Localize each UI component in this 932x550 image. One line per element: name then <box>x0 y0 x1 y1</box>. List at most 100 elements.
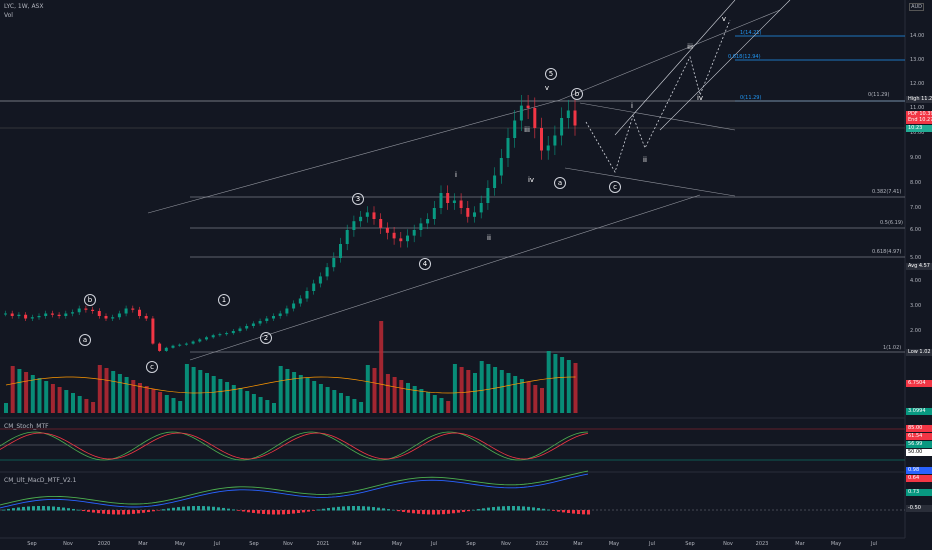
price-tick: 8.00 <box>910 180 922 186</box>
volume-bar <box>37 378 42 413</box>
price-badge: Avg 4.57 <box>906 263 932 270</box>
candle <box>292 303 296 309</box>
wave-label-pv: v <box>721 15 727 23</box>
wave-projection <box>585 19 731 173</box>
volume-bar <box>111 371 116 413</box>
volume-bar <box>345 396 350 413</box>
macd-hist <box>77 509 80 511</box>
fib-label: 1(14.21) <box>740 30 762 36</box>
candle <box>285 308 289 314</box>
volume-bar <box>44 381 49 413</box>
macd-hist <box>332 507 335 511</box>
volume-bar <box>439 398 444 413</box>
candle <box>318 276 322 284</box>
volume-bar <box>385 374 390 413</box>
volume-bar <box>566 360 571 413</box>
price-tick: 3.00 <box>910 303 922 309</box>
candle <box>345 230 349 244</box>
time-tick: 2023 <box>755 541 769 547</box>
macd-hist <box>357 506 360 511</box>
macd-hist <box>227 508 230 511</box>
candle <box>164 347 168 351</box>
stoch-title: CM_Stoch_MTF <box>4 423 49 430</box>
candle <box>372 212 376 219</box>
wave-label-b2: b <box>571 88 583 100</box>
wave-label-c2: c <box>609 181 621 193</box>
macd-hist <box>572 510 575 514</box>
candle <box>124 308 128 314</box>
volume-bar <box>305 378 310 413</box>
candle <box>379 219 383 228</box>
wave-label-v1: v <box>544 84 550 92</box>
candle <box>245 326 249 329</box>
macd-hist <box>462 510 465 512</box>
macd-line <box>0 470 589 506</box>
macd-value: 0.64 <box>906 475 932 482</box>
macd-hist <box>512 506 515 511</box>
time-tick: Mar <box>138 541 148 547</box>
macd-hist <box>377 507 380 511</box>
volume-bar <box>285 369 290 413</box>
macd-hist <box>212 506 215 511</box>
candle <box>44 313 48 316</box>
candle <box>466 208 470 217</box>
volume-bar <box>238 388 243 413</box>
macd-hist <box>52 506 55 511</box>
price-badge: PDF 10.39 <box>906 111 932 118</box>
stoch-value: 61.54 <box>906 433 932 440</box>
candle <box>352 221 356 230</box>
wave-label-iv1: iv <box>527 176 535 184</box>
candle <box>506 138 510 158</box>
candle <box>84 308 88 310</box>
macd-hist <box>277 510 280 515</box>
candle <box>365 212 369 217</box>
macd-hist <box>137 510 140 514</box>
price-badge: End 10.27 <box>906 117 932 124</box>
candle <box>117 313 121 318</box>
candle <box>211 335 215 338</box>
volume-bar <box>332 390 337 413</box>
time-tick: Sep <box>249 541 259 547</box>
macd-value: 0.73 <box>906 489 932 496</box>
volume-bar <box>178 401 183 413</box>
candle <box>359 216 363 222</box>
time-tick: Mar <box>795 541 805 547</box>
channel-line <box>579 102 736 131</box>
currency-badge[interactable]: AUD <box>909 3 924 11</box>
stoch-value: 56.99 <box>906 441 932 448</box>
volume-bar <box>151 389 156 413</box>
macd-hist <box>7 508 10 511</box>
candle <box>526 105 530 108</box>
macd-hist <box>122 510 125 515</box>
macd-value: 0.98 <box>906 467 932 474</box>
candle <box>473 212 476 217</box>
macd-hist <box>302 510 305 513</box>
macd-hist <box>402 510 405 512</box>
candle <box>171 345 175 348</box>
candle <box>198 339 202 342</box>
volume-bar <box>77 396 82 413</box>
macd-hist <box>447 510 450 514</box>
macd-hist <box>57 506 60 511</box>
volume-bar <box>97 365 102 413</box>
projection-channel <box>614 0 736 136</box>
candle <box>158 343 162 351</box>
volume-bar <box>419 389 424 413</box>
wave-label-w3: 3 <box>352 193 364 205</box>
macd-hist <box>537 508 540 511</box>
time-tick: Sep <box>466 541 476 547</box>
candle <box>412 230 416 236</box>
price-badge: Low 1.02 <box>906 349 932 356</box>
candle <box>573 110 577 126</box>
macd-hist <box>197 506 200 511</box>
macd-hist <box>37 506 40 511</box>
volume-bar <box>486 364 491 413</box>
macd-hist <box>67 508 70 511</box>
macd-hist <box>457 510 460 513</box>
volume-bar <box>225 382 230 413</box>
macd-hist <box>182 506 185 511</box>
candle <box>513 120 517 138</box>
price-tick: 2.00 <box>910 328 922 334</box>
price-tick: 5.00 <box>910 255 922 261</box>
